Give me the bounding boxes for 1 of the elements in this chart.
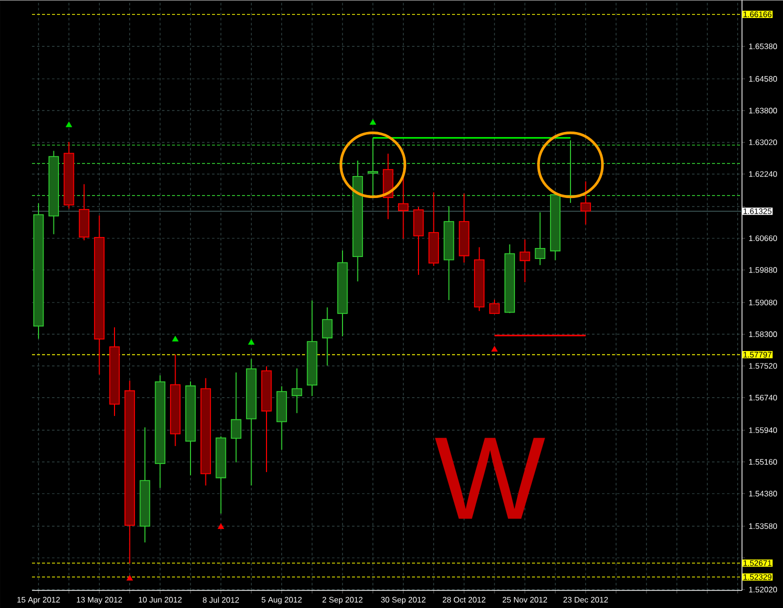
annotation: W — [435, 438, 546, 519]
